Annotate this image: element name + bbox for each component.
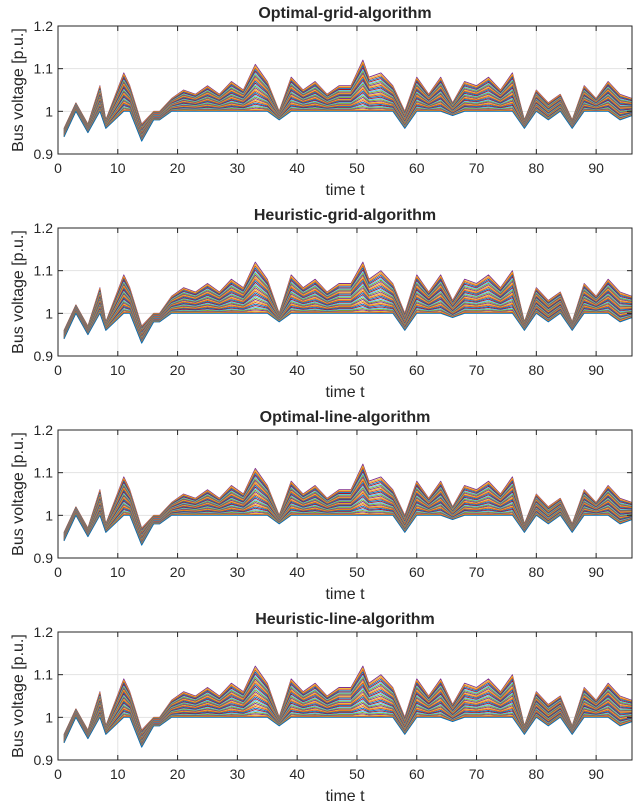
y-tick-label: 1 [45, 103, 53, 119]
subplot-2: 0 10 20 30 40 50 60 70 80 90 0.9 1 1.1 1.2 Heuristic-g… [10, 207, 633, 401]
y-tick-label: 1.1 [34, 263, 54, 279]
y-axis-label: Bus voltage [p.u.] [10, 432, 27, 556]
series-line-1 [63, 312, 632, 344]
chart-title: Heuristic-grid-algorithm [254, 207, 436, 224]
x-tick-label: 80 [529, 564, 545, 580]
x-tick-label: 60 [409, 362, 425, 378]
series-group [63, 59, 632, 142]
axes-box [57, 429, 633, 559]
x-tick-label: 90 [588, 160, 604, 176]
y-axis-label: Bus voltage [p.u.] [10, 230, 27, 354]
x-tick-label: 70 [469, 564, 485, 580]
x-axis-label: time t [325, 182, 365, 199]
x-tick-label: 70 [469, 766, 485, 782]
y-tick-label: 1.1 [34, 465, 54, 481]
x-tick-label: 20 [170, 564, 186, 580]
y-tick-label: 1 [45, 305, 53, 321]
y-tick-label: 1 [45, 507, 53, 523]
axes-box [57, 631, 633, 761]
chart-title: Heuristic-line-algorithm [255, 611, 435, 628]
x-axis-label: time t [325, 586, 365, 603]
y-tick-label: 1.1 [34, 61, 54, 77]
x-tick-label: 20 [170, 362, 186, 378]
x-tick-label: 30 [230, 160, 246, 176]
x-tick-label: 60 [409, 564, 425, 580]
series-group [63, 463, 632, 546]
x-tick-label: 30 [230, 362, 246, 378]
series-group [63, 261, 632, 344]
y-tick-label: 1.2 [34, 624, 54, 640]
axes-box [57, 227, 633, 357]
y-tick-label: 1.2 [34, 422, 54, 438]
x-tick-label: 80 [529, 362, 545, 378]
y-tick-label: 1 [45, 709, 53, 725]
x-tick-label: 50 [349, 160, 365, 176]
y-tick-label: 1.2 [34, 18, 54, 34]
x-tick-label: 10 [110, 766, 126, 782]
x-tick-label: 10 [110, 564, 126, 580]
x-tick-label: 70 [469, 362, 485, 378]
x-tick-label: 50 [349, 766, 365, 782]
x-tick-label: 40 [289, 362, 305, 378]
x-tick-label: 0 [54, 362, 62, 378]
x-tick-label: 70 [469, 160, 485, 176]
x-axis-label: time t [325, 788, 365, 805]
x-tick-label: 40 [289, 160, 305, 176]
x-tick-label: 50 [349, 564, 365, 580]
x-tick-label: 40 [289, 564, 305, 580]
x-tick-label: 80 [529, 160, 545, 176]
x-tick-label: 30 [230, 564, 246, 580]
x-tick-label: 0 [54, 160, 62, 176]
x-tick-label: 60 [409, 160, 425, 176]
x-axis-label: time t [325, 384, 365, 401]
x-tick-label: 30 [230, 766, 246, 782]
y-tick-label: 0.9 [34, 752, 54, 768]
y-tick-label: 0.9 [34, 348, 54, 364]
y-tick-label: 0.9 [34, 550, 54, 566]
x-tick-label: 20 [170, 766, 186, 782]
x-tick-label: 0 [54, 564, 62, 580]
x-tick-label: 90 [588, 564, 604, 580]
x-tick-label: 0 [54, 766, 62, 782]
x-tick-label: 60 [409, 766, 425, 782]
series-group [63, 665, 632, 748]
y-axis-label: Bus voltage [p.u.] [10, 28, 27, 152]
y-tick-label: 0.9 [34, 146, 54, 162]
x-tick-label: 90 [588, 766, 604, 782]
x-tick-label: 50 [349, 362, 365, 378]
subplot-4: 0 10 20 30 40 50 60 70 80 90 0.9 1 1.1 1.2 Heuristic-l… [10, 611, 633, 805]
subplot-3: 0 10 20 30 40 50 60 70 80 90 0.9 1 1.1 1.2 Optimal-lin… [10, 409, 633, 603]
y-tick-label: 1.2 [34, 220, 54, 236]
x-tick-label: 80 [529, 766, 545, 782]
subplot-1: 0 10 20 30 40 50 60 70 80 90 0.9 1 1.1 1.2 Optimal-gri… [10, 5, 633, 199]
y-axis-label: Bus voltage [p.u.] [10, 634, 27, 758]
x-tick-label: 90 [588, 362, 604, 378]
y-tick-label: 1.1 [34, 667, 54, 683]
series-line-1 [63, 716, 632, 748]
series-line-1 [63, 110, 632, 142]
chart-title: Optimal-grid-algorithm [258, 5, 431, 22]
x-tick-label: 10 [110, 160, 126, 176]
axes-box [57, 25, 633, 155]
chart-title: Optimal-line-algorithm [260, 409, 431, 426]
series-line-1 [63, 514, 632, 546]
x-tick-label: 40 [289, 766, 305, 782]
x-tick-label: 10 [110, 362, 126, 378]
x-tick-label: 20 [170, 160, 186, 176]
